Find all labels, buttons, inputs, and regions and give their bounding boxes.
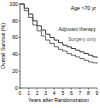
y-tick-label: 60 (12, 34, 18, 40)
y-tick (19, 4, 21, 5)
legend-entry: Surgery only (68, 36, 97, 42)
x-tick-label: 6 (70, 90, 73, 96)
y-tick-label: 20 (12, 68, 18, 74)
x-axis (20, 88, 97, 89)
y-tick-label: 0 (15, 85, 18, 91)
y-axis (20, 4, 21, 88)
x-tick-label: 2 (36, 90, 39, 96)
x-tick-label: 9 (96, 90, 99, 96)
y-axis-label: Overall Survival (%) (0, 23, 6, 69)
x-axis-label: Years after Randomization (28, 97, 89, 103)
x-tick-label: 8 (87, 90, 90, 96)
x-tick-label: 5 (61, 90, 64, 96)
y-tick (19, 71, 21, 72)
y-tick-label: 40 (12, 51, 18, 57)
plot-area (20, 4, 97, 64)
y-tick-label: 80 (12, 18, 18, 24)
x-tick-label: 7 (78, 90, 81, 96)
x-tick-label: 0 (19, 90, 22, 96)
y-tick (19, 54, 21, 55)
annotation: Age >70 yr (71, 5, 97, 11)
series-line (20, 4, 97, 64)
y-tick (19, 88, 21, 89)
x-tick-label: 4 (53, 90, 56, 96)
x-tick-label: 1 (27, 90, 30, 96)
chart-root: 0204060801000123456789Years after Random… (0, 0, 100, 108)
chart: 0204060801000123456789Years after Random… (0, 0, 100, 108)
legend-entry: Adjuvant therapy (58, 26, 96, 32)
x-tick-label: 3 (44, 90, 47, 96)
y-tick-label: 100 (9, 1, 18, 7)
y-tick (19, 37, 21, 38)
y-tick (19, 20, 21, 21)
